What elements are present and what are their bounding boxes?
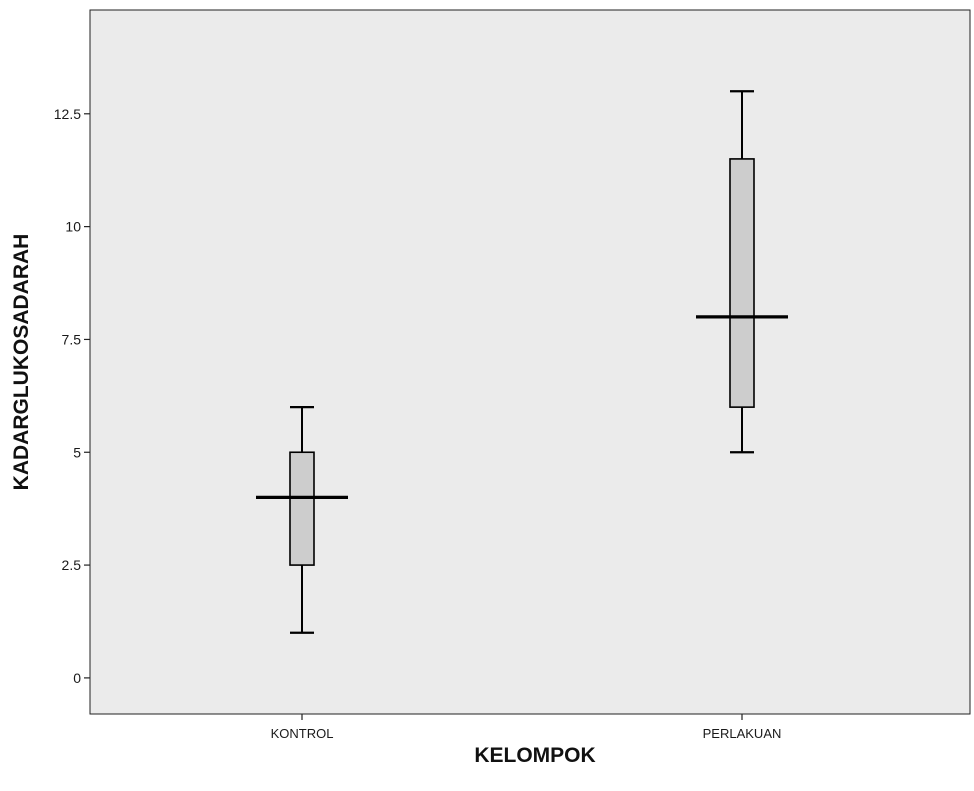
box-kontrol — [256, 406, 348, 634]
y-tick-label: 2.5 — [62, 557, 82, 573]
y-axis-title: KADARGLUKOSADARAH — [10, 234, 33, 491]
y-tick-label: 10 — [65, 219, 81, 235]
y-tick-label: 7.5 — [62, 331, 82, 347]
y-axis: 0 2.5 5 7.5 10 12.5 — [54, 106, 90, 686]
x-tick-label-kontrol: KONTROL — [271, 726, 334, 741]
x-axis-title: KELOMPOK — [474, 744, 595, 767]
plot-area — [89, 9, 971, 715]
iqr-box — [289, 451, 315, 566]
y-tick-label: 12.5 — [54, 106, 81, 122]
boxplot-series — [256, 90, 788, 634]
box-perlakuan — [696, 90, 788, 454]
x-tick-label-perlakuan: PERLAKUAN — [703, 726, 782, 741]
x-axis: KONTROL PERLAKUAN — [271, 714, 782, 741]
y-tick-label: 5 — [73, 444, 81, 460]
y-tick-label: 0 — [73, 670, 81, 686]
iqr-box — [729, 158, 755, 408]
